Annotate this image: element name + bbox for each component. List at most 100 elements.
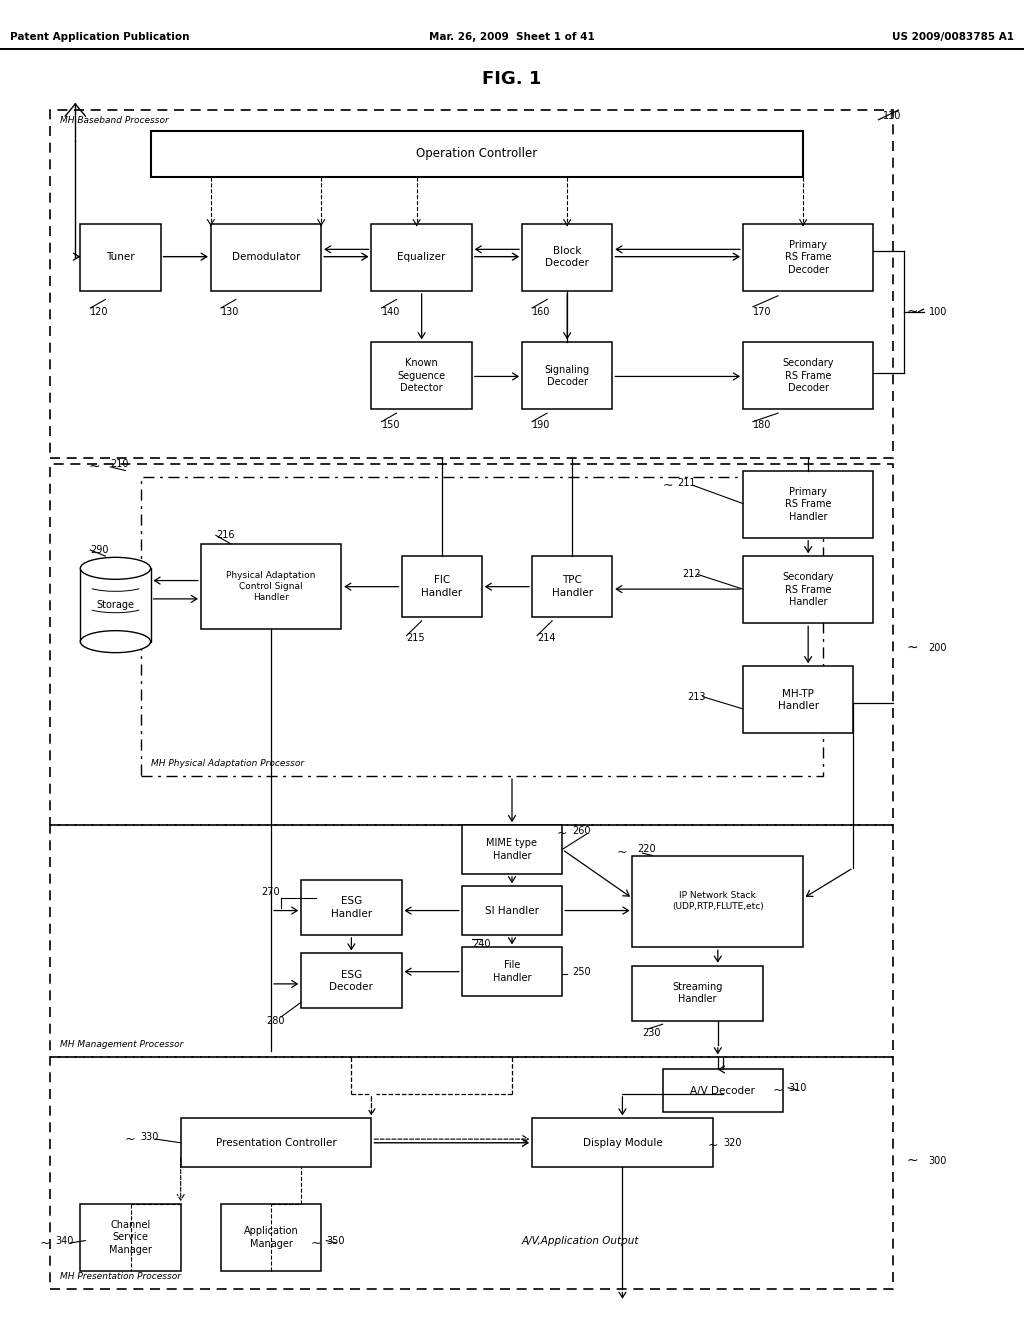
FancyBboxPatch shape (401, 556, 482, 618)
Text: ~: ~ (40, 1237, 50, 1250)
Text: 310: 310 (788, 1082, 807, 1093)
FancyBboxPatch shape (532, 556, 612, 618)
Text: 270: 270 (261, 887, 280, 898)
FancyBboxPatch shape (221, 1204, 322, 1271)
Text: IP Network Stack
(UDP,RTP,FLUTE,etc): IP Network Stack (UDP,RTP,FLUTE,etc) (672, 891, 764, 911)
Ellipse shape (80, 557, 151, 579)
Text: ~: ~ (89, 459, 100, 474)
Text: File
Handler: File Handler (493, 961, 531, 983)
Text: 300: 300 (929, 1156, 947, 1166)
FancyBboxPatch shape (742, 223, 873, 290)
Text: ~: ~ (907, 305, 919, 318)
FancyBboxPatch shape (301, 953, 401, 1008)
FancyBboxPatch shape (180, 1118, 372, 1167)
FancyBboxPatch shape (462, 825, 562, 874)
Text: 280: 280 (266, 1015, 285, 1026)
Text: Display Module: Display Module (583, 1138, 663, 1148)
Text: FIG. 1: FIG. 1 (482, 70, 542, 88)
Text: 110: 110 (884, 111, 902, 121)
Text: Streaming
Handler: Streaming Handler (673, 982, 723, 1005)
Text: Demodulator: Demodulator (231, 252, 300, 263)
FancyBboxPatch shape (633, 965, 763, 1020)
Text: FIC
Handler: FIC Handler (421, 576, 462, 598)
Text: MH Baseband Processor: MH Baseband Processor (60, 116, 169, 125)
Text: Operation Controller: Operation Controller (416, 148, 538, 161)
Text: Storage: Storage (96, 601, 134, 610)
FancyBboxPatch shape (663, 1069, 783, 1113)
Text: ~: ~ (907, 640, 919, 655)
Text: Patent Application Publication: Patent Application Publication (10, 32, 189, 42)
Text: 250: 250 (572, 966, 591, 977)
FancyBboxPatch shape (462, 886, 562, 935)
Text: ~: ~ (772, 1084, 783, 1097)
Text: 170: 170 (753, 306, 771, 317)
Text: ~: ~ (125, 1133, 135, 1146)
FancyBboxPatch shape (532, 1118, 713, 1167)
Text: A/V,Application Output: A/V,Application Output (522, 1236, 640, 1246)
Text: 340: 340 (55, 1236, 74, 1246)
Text: Secondary
RS Frame
Decoder: Secondary RS Frame Decoder (782, 359, 834, 393)
Text: A/V Decoder: A/V Decoder (690, 1086, 756, 1096)
Text: 220: 220 (638, 845, 656, 854)
Text: Secondary
RS Frame
Handler: Secondary RS Frame Handler (782, 573, 834, 607)
Text: 330: 330 (140, 1131, 159, 1142)
Text: Equalizer: Equalizer (397, 252, 445, 263)
Text: TPC
Handler: TPC Handler (552, 576, 593, 598)
FancyBboxPatch shape (201, 544, 341, 630)
Text: 350: 350 (327, 1236, 345, 1246)
Text: ~: ~ (557, 828, 567, 840)
Text: ESG
Handler: ESG Handler (331, 896, 372, 919)
Text: 290: 290 (90, 545, 109, 554)
Text: 240: 240 (472, 939, 490, 949)
Text: 150: 150 (382, 420, 400, 430)
Text: 140: 140 (382, 306, 399, 317)
Text: ~: ~ (616, 845, 628, 858)
Text: 130: 130 (221, 306, 240, 317)
Text: Tuner: Tuner (106, 252, 135, 263)
Text: Mar. 26, 2009  Sheet 1 of 41: Mar. 26, 2009 Sheet 1 of 41 (429, 32, 595, 42)
Text: 214: 214 (538, 634, 556, 643)
FancyBboxPatch shape (80, 223, 161, 290)
Text: 216: 216 (216, 531, 234, 540)
Text: Primary
RS Frame
Handler: Primary RS Frame Handler (785, 487, 831, 521)
FancyBboxPatch shape (372, 223, 472, 290)
FancyBboxPatch shape (80, 569, 151, 642)
Text: Presentation Controller: Presentation Controller (216, 1138, 337, 1148)
Text: ~: ~ (310, 1237, 322, 1250)
Text: 260: 260 (572, 826, 591, 836)
Text: Signaling
Decoder: Signaling Decoder (545, 364, 590, 387)
FancyBboxPatch shape (151, 131, 803, 177)
FancyBboxPatch shape (522, 223, 612, 290)
FancyBboxPatch shape (372, 342, 472, 409)
Text: MH Physical Adaptation Processor: MH Physical Adaptation Processor (151, 759, 304, 767)
Ellipse shape (80, 631, 151, 652)
Text: 211: 211 (678, 478, 696, 488)
Text: US 2009/0083785 A1: US 2009/0083785 A1 (892, 32, 1014, 42)
FancyBboxPatch shape (522, 342, 612, 409)
FancyBboxPatch shape (211, 223, 322, 290)
Text: MH Management Processor: MH Management Processor (60, 1040, 183, 1048)
Text: Application
Manager: Application Manager (244, 1226, 298, 1249)
Text: Physical Adaptation
Control Signal
Handler: Physical Adaptation Control Signal Handl… (226, 572, 315, 602)
Text: 200: 200 (929, 643, 947, 653)
FancyBboxPatch shape (301, 880, 401, 935)
Text: MH-TP
Handler: MH-TP Handler (777, 689, 818, 711)
Text: Channel
Service
Manager: Channel Service Manager (110, 1220, 152, 1255)
Text: 210: 210 (111, 459, 129, 470)
Text: ~: ~ (708, 1139, 718, 1152)
Text: 180: 180 (753, 420, 771, 430)
Text: SI Handler: SI Handler (485, 906, 539, 916)
Text: 230: 230 (642, 1028, 662, 1038)
Text: MIME type
Handler: MIME type Handler (486, 838, 538, 861)
FancyBboxPatch shape (633, 855, 803, 948)
Text: Primary
RS Frame
Decoder: Primary RS Frame Decoder (785, 240, 831, 275)
FancyBboxPatch shape (742, 556, 873, 623)
Text: 100: 100 (929, 306, 947, 317)
FancyBboxPatch shape (80, 1204, 180, 1271)
Text: ESG
Decoder: ESG Decoder (330, 970, 374, 993)
Text: Block
Decoder: Block Decoder (545, 246, 589, 268)
Text: Known
Seguence
Detector: Known Seguence Detector (397, 359, 445, 393)
Text: 213: 213 (688, 692, 707, 702)
Text: 160: 160 (532, 306, 551, 317)
Text: 320: 320 (723, 1138, 741, 1148)
